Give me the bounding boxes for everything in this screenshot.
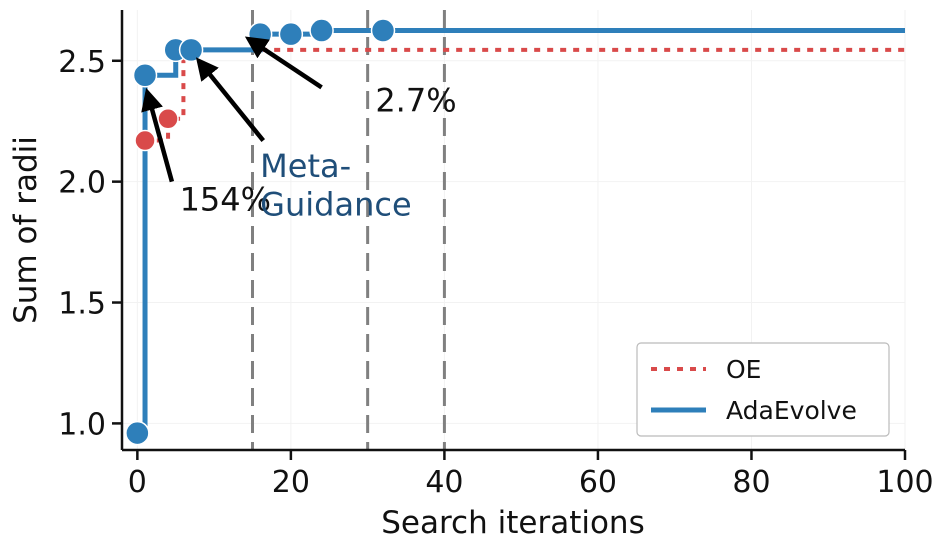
y-tick-label-1: 1.5 bbox=[58, 287, 106, 322]
series-1-marker-7 bbox=[370, 18, 396, 43]
y-axis-title: Sum of radii bbox=[8, 136, 44, 324]
x-tick-label-1: 20 bbox=[272, 465, 310, 500]
x-tick-label-0: 0 bbox=[128, 465, 147, 500]
legend: OE AdaEvolve bbox=[636, 342, 890, 437]
legend-label-oe: OE bbox=[726, 355, 761, 384]
x-tick-label-3: 60 bbox=[579, 465, 617, 500]
annotation-text-1: 2.7% bbox=[375, 82, 456, 120]
annotation-arrow-1 bbox=[244, 36, 323, 90]
y-tick-label-2: 2.0 bbox=[58, 166, 106, 201]
y-tick-label-3: 2.5 bbox=[58, 45, 106, 80]
tick-layer: 0 20 40 60 80 100 1.0 1.5 2.0 2.5 bbox=[58, 45, 933, 500]
series-1-marker-5 bbox=[278, 21, 304, 47]
legend-label-adaevolve: AdaEvolve bbox=[726, 396, 857, 425]
y-tick-label-0: 1.0 bbox=[58, 407, 106, 442]
series-0-marker-1 bbox=[157, 108, 179, 130]
x-tick-label-5: 100 bbox=[876, 465, 933, 500]
legend-box bbox=[636, 342, 890, 437]
annotation-layer: 154% 2.7% Meta-Guidance bbox=[141, 36, 457, 223]
vline-layer bbox=[251, 10, 446, 450]
series-1-marker-0 bbox=[125, 420, 150, 446]
axis-layer bbox=[120, 10, 905, 452]
annotation-text-2: Meta- bbox=[260, 147, 351, 185]
x-tick-label-2: 40 bbox=[425, 465, 463, 500]
series-1-marker-6 bbox=[309, 18, 334, 43]
annotation-arrow-0 bbox=[141, 87, 175, 183]
marker-layer bbox=[125, 18, 396, 446]
annotation-text-3: Guidance bbox=[260, 185, 411, 223]
series-1-marker-1 bbox=[132, 63, 158, 88]
annotation-text-0: 154% bbox=[180, 181, 271, 219]
x-axis-title: Search iterations bbox=[381, 505, 644, 541]
annotation-arrow-2 bbox=[195, 57, 265, 142]
series-1-marker-3 bbox=[178, 37, 204, 63]
series-0-marker-0 bbox=[134, 129, 156, 152]
x-tick-label-4: 80 bbox=[732, 465, 770, 500]
